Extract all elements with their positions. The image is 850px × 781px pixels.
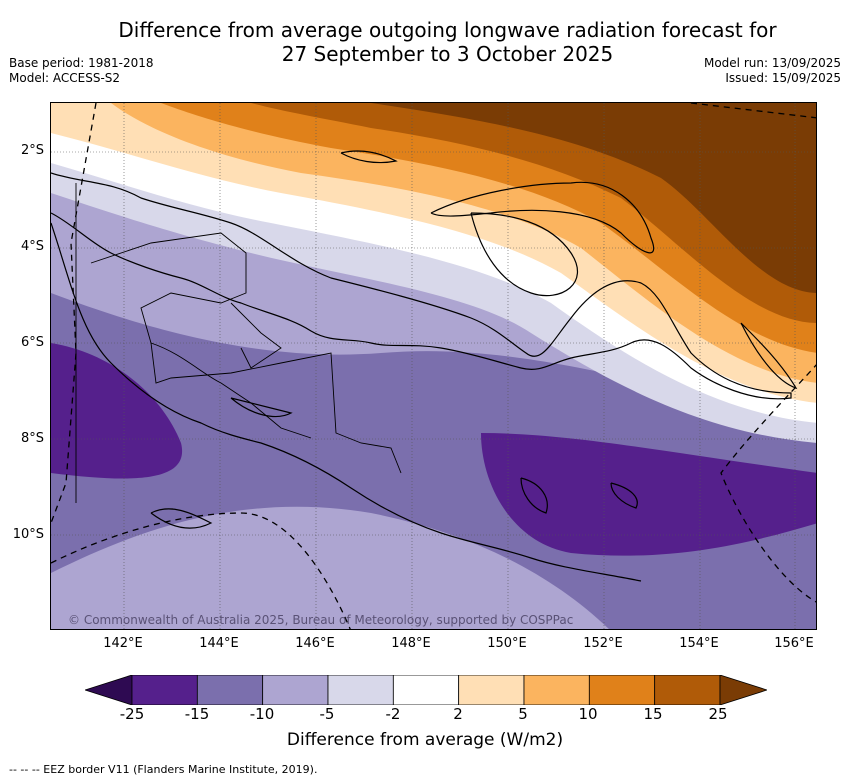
band-south-light [51,506,609,629]
band-neg25-west [51,343,183,479]
meta-left: Base period: 1981-2018 Model: ACCESS-S2 [9,56,154,86]
lon-label: 146°E [295,636,335,651]
olr-anomaly-map [51,103,816,629]
colorbar-cell [392,675,460,705]
new-ireland [430,181,655,254]
colorbar-tick: -10 [249,705,275,723]
chart-title: Difference from average outgoing longwav… [60,18,835,66]
band-pos25 [371,103,816,293]
title-line-2: 27 September to 3 October 2025 [281,42,614,66]
lon-label: 144°E [199,636,239,651]
png-south-coast [51,222,642,582]
png-north-coast [51,172,792,400]
colorbar-cell [654,675,721,705]
manus-island [340,150,398,164]
colorbar-tick: 25 [708,705,728,723]
island-1 [520,477,548,514]
eez-east [720,364,816,603]
fly-delta [150,508,213,529]
colorbar-tick: -15 [184,705,210,723]
colorbar-tick: -5 [319,705,335,723]
lon-label: 150°E [487,636,527,651]
eez-south [51,512,351,629]
bougainville [740,322,798,390]
colorbar-cell [196,675,264,705]
colorbar-cell [523,675,590,705]
new-britain [470,212,578,297]
colorbar-tick: -25 [119,705,145,723]
colorbar-cell [262,675,329,705]
model-run: Model run: 13/09/2025 [703,56,841,70]
colorbar-arrow-high [719,675,767,705]
band-neg25-east [481,433,816,556]
lon-label: 142°E [103,636,143,651]
issued-date: Issued: 15/09/2025 [725,71,841,85]
lon-label: 154°E [679,636,719,651]
eez-borders [51,103,816,629]
colorbar-cell [131,675,198,705]
lon-label: 156°E [774,636,814,651]
lon-label: 148°E [391,636,431,651]
border-1 [90,232,402,474]
eez-west [51,103,97,524]
island-2 [610,482,638,509]
colorbar-tick: 15 [643,705,663,723]
colorbar-cell [327,675,394,705]
colorbar-cell [458,675,525,705]
title-line-1: Difference from average outgoing longwav… [118,18,777,42]
lat-label: 8°S [20,431,44,446]
colorbar-tick: 5 [518,705,528,723]
colorbar-cell [588,675,656,705]
colorbar-cells [85,675,767,705]
meta-right: Model run: 13/09/2025 Issued: 15/09/2025 [704,56,841,86]
lat-label: 10°S [12,527,44,542]
model-name: Model: ACCESS-S2 [9,71,121,85]
copyright-note: © Commonwealth of Australia 2025, Bureau… [68,613,574,627]
map-panel [50,102,817,630]
base-period: Base period: 1981-2018 [9,56,154,70]
eez-legend-note: -- -- -- EEZ border V11 (Flanders Marine… [9,763,318,776]
colorbar [85,675,767,705]
lat-label: 2°S [20,143,44,158]
colorbar-label: Difference from average (W/m2) [286,730,564,750]
lat-label: 6°S [20,335,44,350]
colorbar-arrow-low [85,675,133,705]
border-2 [150,342,312,439]
gridlines [51,103,816,629]
border-3 [230,302,282,369]
colorbar-tick: 2 [453,705,463,723]
coastlines [51,150,798,582]
colorbar-tick: 10 [578,705,598,723]
colorbar-tick: -2 [385,705,401,723]
lat-label: 4°S [20,239,44,254]
lon-label: 152°E [583,636,623,651]
